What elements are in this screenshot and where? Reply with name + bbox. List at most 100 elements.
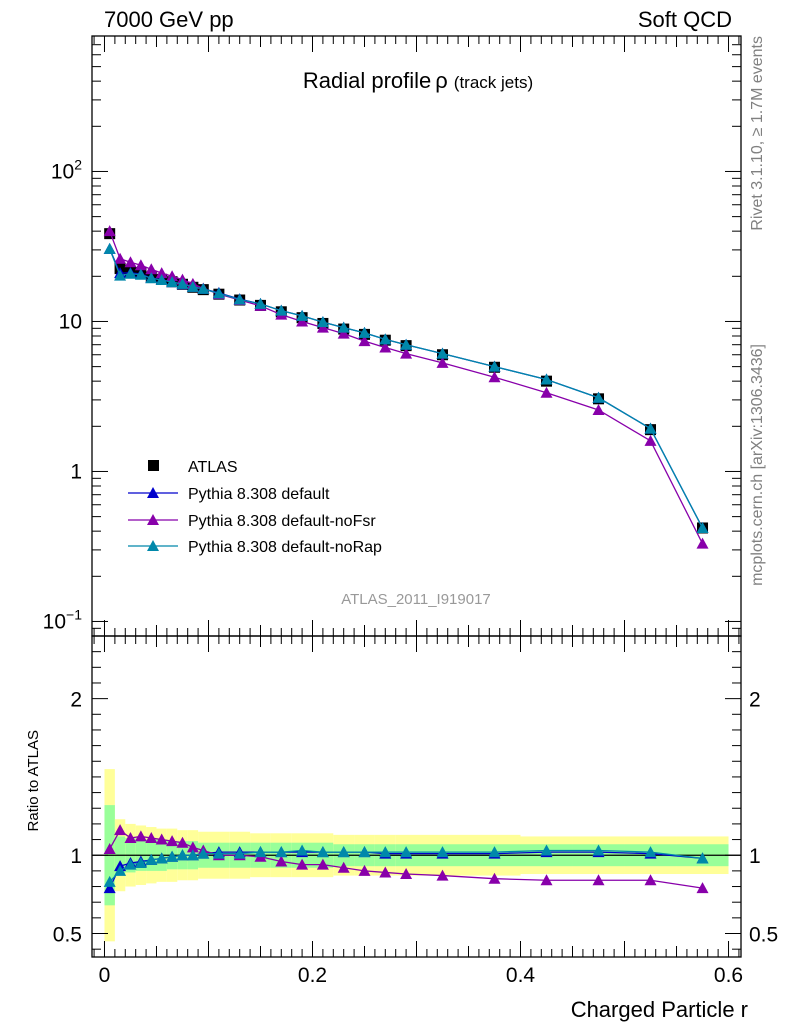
- main-y-tick-label: 10: [59, 310, 82, 333]
- data-point: [124, 267, 137, 279]
- ratio-point: [124, 858, 137, 870]
- data-point: [254, 297, 267, 309]
- ratio-point: [316, 858, 329, 870]
- data-point: [400, 347, 413, 359]
- legend-label-default: Pythia 8.308 default: [188, 486, 330, 503]
- data-point: [186, 280, 199, 292]
- data-point: [540, 373, 553, 385]
- ratio-point: [379, 846, 392, 858]
- ratio-point: [358, 864, 371, 876]
- ratio-point: [186, 849, 199, 861]
- ratio-point: [186, 841, 199, 853]
- data-point: [358, 326, 371, 338]
- data-point: [233, 293, 246, 305]
- ratio-point: [540, 844, 553, 856]
- side-text-mcplots: mcplots.cern.ch [arXiv:1306.3436]: [749, 344, 766, 586]
- ratio-point: [197, 847, 210, 859]
- ratio-point: [114, 864, 127, 876]
- ratio-point: [103, 882, 116, 894]
- data-point: [540, 386, 553, 398]
- data-point: [176, 277, 189, 289]
- x-axis-label: Charged Particle r: [571, 997, 748, 1022]
- legend-marker-norap: [147, 540, 159, 551]
- legend: ATLAS Pythia 8.308 default Pythia 8.308 …: [128, 459, 382, 556]
- ratio-point: [337, 846, 350, 858]
- legend-marker-nofsr: [147, 514, 159, 525]
- main-series: [103, 225, 709, 549]
- data-point: [644, 422, 657, 434]
- main-y-tick-base: 1: [70, 460, 82, 483]
- ratio-point: [166, 850, 179, 862]
- series-pythia-8-308-default-norap: [103, 242, 709, 533]
- data-point: [124, 256, 137, 268]
- data-point: [379, 341, 392, 353]
- plot-title-suffix: (track jets): [454, 73, 533, 92]
- ratio-point: [296, 844, 309, 856]
- legend-marker-default: [147, 487, 159, 498]
- ratio-point: [176, 849, 189, 861]
- data-point: [134, 259, 147, 271]
- ratio-point: [400, 846, 413, 858]
- series-pythia-8-308-default-nofsr: [103, 225, 709, 549]
- data-point: [166, 276, 179, 288]
- data-point: [592, 403, 605, 415]
- data-point: [488, 371, 501, 383]
- ratio-point: [145, 853, 158, 865]
- data-point: [436, 347, 449, 359]
- ratio-point: [696, 882, 709, 894]
- data-point: [275, 304, 288, 316]
- x-tick-label: 0.6: [714, 964, 743, 987]
- ratio-point: [212, 847, 225, 859]
- legend-marker-atlas: [148, 460, 159, 471]
- main-y-tick-exp: −1: [66, 606, 82, 622]
- data-point: [592, 391, 605, 403]
- ratio-point: [103, 842, 116, 854]
- x-tick-label: 0: [99, 964, 111, 987]
- data-point: [114, 252, 127, 264]
- legend-label-norap: Pythia 8.308 default-noRap: [188, 539, 382, 556]
- main-y-tick-base: 10: [51, 160, 74, 183]
- ratio-point: [103, 875, 116, 887]
- main-y-tick-label: 10−1: [43, 606, 83, 633]
- ratio-point: [254, 846, 267, 858]
- ratio-point: [644, 874, 657, 886]
- x-tick-label: 0.2: [298, 964, 327, 987]
- header-left: 7000 GeV pp: [104, 7, 234, 32]
- ratio-point: [176, 836, 189, 848]
- legend-label-atlas: ATLAS: [188, 459, 238, 476]
- data-point: [155, 273, 168, 285]
- ratio-y-tick-label-left: 0.5: [53, 924, 82, 947]
- ratio-point: [155, 833, 168, 845]
- ratio-point: [275, 846, 288, 858]
- data-point: [644, 434, 657, 446]
- data-point: [145, 263, 158, 275]
- data-point: [316, 316, 329, 328]
- data-point: [337, 321, 350, 333]
- side-text-rivet: Rivet 3.1.10, ≥ 1.7M events: [749, 36, 766, 231]
- data-point: [103, 242, 116, 254]
- plot-title-symbol: ρ: [435, 68, 448, 93]
- ratio-y-tick-label-right: 1: [749, 845, 761, 868]
- ratio-point: [592, 844, 605, 856]
- ratio-y-tick-label-right: 0.5: [749, 924, 778, 947]
- ratio-point: [488, 846, 501, 858]
- data-point: [103, 225, 116, 237]
- ratio-point: [436, 869, 449, 881]
- ratio-point: [644, 846, 657, 858]
- ratio-point: [134, 857, 147, 869]
- ratio-frame: [91, 635, 742, 958]
- legend-entry-default: Pythia 8.308 default: [128, 486, 330, 503]
- legend-label-nofsr: Pythia 8.308 default-noFsr: [188, 513, 376, 530]
- data-point: [358, 335, 371, 347]
- data-point: [488, 360, 501, 372]
- plot-title: Radial profile ρ (track jets): [303, 68, 533, 93]
- ratio-point: [124, 831, 137, 843]
- data-point: [337, 327, 350, 339]
- ratio-point: [316, 846, 329, 858]
- ratio-point: [275, 855, 288, 867]
- plot-title-main: Radial profile: [303, 68, 431, 93]
- main-y-tick-label: 1: [70, 460, 82, 483]
- main-y-tick-label: 102: [51, 156, 82, 183]
